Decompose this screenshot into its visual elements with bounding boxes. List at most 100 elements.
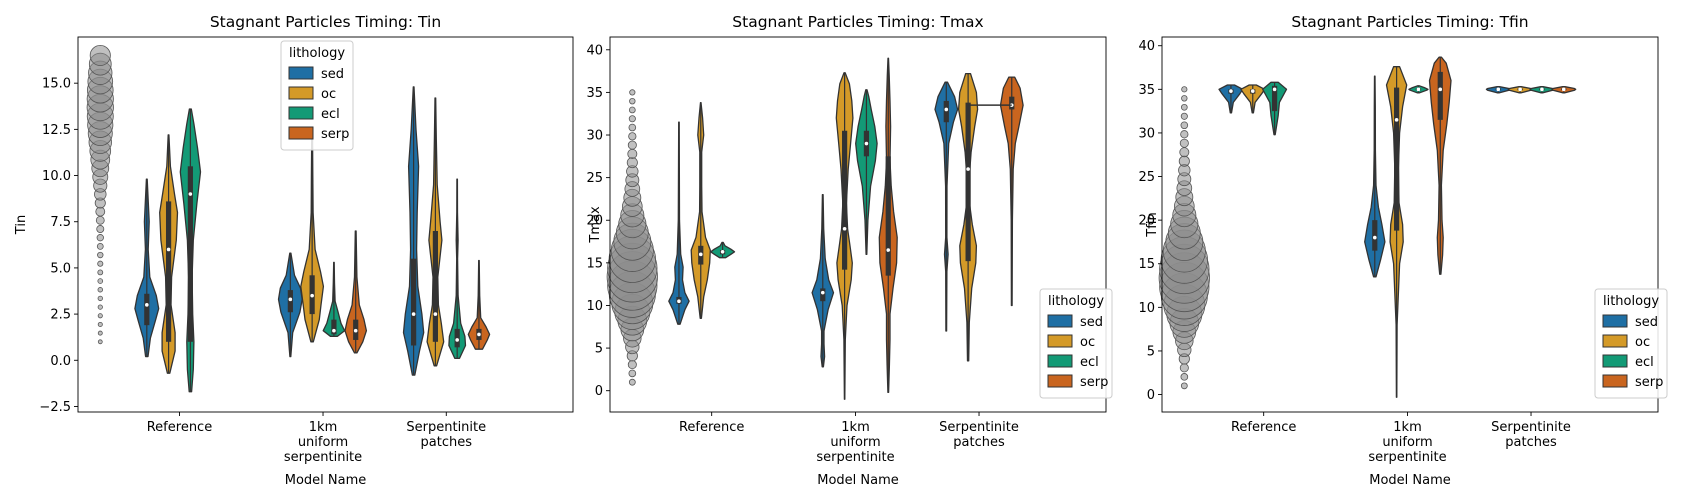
violin-box: [411, 258, 417, 346]
bubble-point: [1180, 112, 1188, 120]
violin-box: [885, 156, 891, 276]
y-axis-label: Tfin: [1145, 212, 1160, 237]
violin-median: [1438, 87, 1443, 92]
bubble-point: [1181, 95, 1188, 102]
y-tick-label: 35: [586, 86, 603, 101]
bubble-point: [97, 321, 103, 327]
x-tick-label: Serpentinite: [939, 420, 1019, 435]
chart-title: Stagnant Particles Timing: Tmax: [732, 13, 983, 31]
violin-sed-2: [811, 194, 835, 368]
y-tick-label: 10: [586, 299, 603, 314]
legend-swatch-serp: [1047, 374, 1073, 388]
violin-ecl-1: [1262, 81, 1288, 136]
x-tick-label: Reference: [147, 420, 212, 435]
bubble-point: [95, 206, 106, 217]
violin-box: [331, 319, 337, 335]
y-tick-label: 0.0: [50, 354, 71, 369]
bubble-point: [1180, 373, 1189, 381]
bubble-point: [627, 140, 637, 150]
violin-median: [944, 107, 949, 112]
violin-median: [886, 248, 891, 252]
violin-ecl-2: [855, 89, 878, 255]
legend-swatch-oc: [1602, 334, 1628, 348]
bubble-point: [97, 295, 103, 302]
violin-median: [166, 247, 171, 252]
legend-label-serp: serp: [1080, 375, 1108, 390]
violin-oc-1: [1240, 84, 1266, 114]
violin-box: [842, 130, 848, 270]
x-tick-label: uniform: [830, 435, 880, 450]
y-tick-label: 20: [586, 214, 603, 229]
legend-label-sed: sed: [1080, 315, 1103, 330]
violin-serp-3: [1551, 86, 1577, 94]
axes-frame: [1161, 36, 1659, 413]
bubble-point: [628, 132, 637, 141]
violin-ecl-3: [448, 178, 467, 360]
bubble-point: [97, 269, 104, 276]
bubble-point: [1180, 121, 1189, 130]
violin-median: [1229, 89, 1233, 93]
legend-label-ecl: ecl: [321, 107, 340, 122]
x-tick-label: Reference: [1231, 420, 1296, 435]
y-tick-label: 25: [586, 171, 603, 186]
legend-swatch-oc: [288, 86, 314, 100]
y-tick-label: 40: [1138, 39, 1155, 54]
violin-box: [165, 201, 172, 342]
violin-box: [144, 293, 150, 326]
violin-sed-3: [934, 81, 959, 332]
bubble-point: [1179, 363, 1189, 373]
violin-median: [332, 328, 336, 333]
x-tick-label: 1km: [841, 420, 869, 435]
bubble-point: [627, 148, 638, 159]
x-axis-label: Model Name: [1369, 473, 1451, 488]
y-tick-label: 0: [1147, 388, 1155, 403]
violin-oc-3: [426, 97, 445, 367]
violin-ecl-3: [1529, 86, 1555, 94]
panel-1: −2.5 0.0 2.5 5.0 7.5 10.0 12.5 15.0 Reference 1km…: [14, 13, 574, 488]
violin-serp-2: [878, 57, 898, 394]
legend-label-sed: sed: [1635, 315, 1658, 330]
violin-box: [1009, 96, 1015, 110]
bubble-point: [97, 304, 103, 310]
violin-box: [187, 166, 193, 342]
bubble-point: [628, 369, 637, 378]
violin-ecl-2: [322, 261, 346, 337]
violin-box: [287, 290, 293, 313]
legend-label-ecl: ecl: [1635, 355, 1654, 370]
bubble-point: [97, 330, 103, 336]
legend-title: lithology: [289, 46, 345, 61]
legend-swatch-ecl: [1602, 354, 1628, 368]
x-tick-label: Reference: [679, 420, 744, 435]
x-tick-label: Serpentinite: [1491, 420, 1571, 435]
chart-title: Stagnant Particles Timing: Tin: [210, 13, 441, 31]
violin-box: [1271, 85, 1278, 112]
violin-serp-3: [467, 259, 491, 350]
violin-oc-3: [1507, 86, 1533, 94]
axes-frame: [77, 36, 574, 413]
x-tick-label: uniform: [298, 435, 348, 450]
x-tick-label: uniform: [1382, 435, 1432, 450]
violin-median: [1416, 87, 1421, 92]
y-tick-label: 20: [1138, 214, 1155, 229]
y-tick-label: 10: [1138, 301, 1155, 316]
bubble-point: [96, 225, 105, 233]
legend-label-ecl: ecl: [1080, 355, 1099, 370]
bubble-point: [97, 278, 104, 284]
violin-box: [943, 100, 949, 123]
bubble-point: [97, 313, 103, 319]
bubble-point: [97, 251, 104, 259]
violin-median: [353, 328, 358, 333]
violin-sed-1: [668, 121, 690, 325]
violin-ecl-2: [1408, 85, 1429, 94]
y-tick-label: 5: [595, 342, 603, 357]
violin-median: [455, 338, 459, 342]
y-tick-label: 35: [1138, 83, 1155, 98]
violin-median: [188, 192, 193, 196]
violin-box: [1372, 220, 1378, 251]
y-tick-label: 7.5: [50, 215, 71, 230]
bubble-column: [1158, 86, 1210, 390]
legend-label-serp: serp: [1635, 375, 1663, 390]
bubble-point: [96, 234, 104, 242]
violin-box: [820, 288, 826, 302]
